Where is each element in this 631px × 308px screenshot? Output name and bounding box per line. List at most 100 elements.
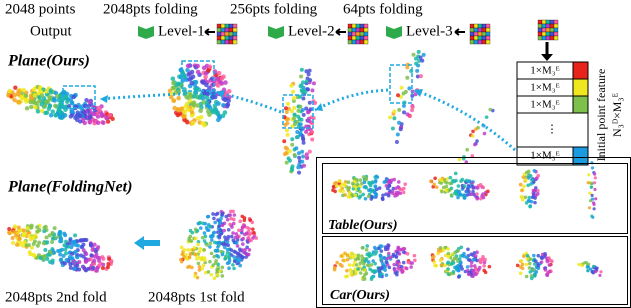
grid-cell	[221, 28, 225, 32]
point	[237, 229, 241, 233]
point	[245, 231, 249, 235]
point	[109, 260, 113, 264]
point	[215, 268, 219, 272]
point	[459, 254, 463, 258]
point	[297, 156, 301, 160]
point	[350, 252, 354, 256]
point	[454, 190, 458, 194]
point	[449, 182, 453, 186]
grid-cell	[538, 32, 542, 36]
point	[223, 257, 227, 261]
point	[297, 151, 301, 155]
point	[338, 189, 342, 193]
point	[449, 176, 453, 180]
point	[365, 244, 369, 248]
point	[251, 227, 255, 231]
point	[189, 229, 193, 233]
point	[191, 121, 196, 126]
point	[290, 109, 294, 113]
fold-label: 256pts folding	[230, 1, 318, 17]
point	[532, 254, 536, 258]
point	[11, 241, 15, 245]
point	[198, 250, 202, 254]
grid-cell	[538, 24, 542, 28]
point	[59, 257, 63, 261]
grid-cell	[478, 28, 482, 32]
point	[592, 207, 595, 210]
point	[220, 266, 224, 270]
point	[100, 114, 104, 118]
point	[374, 247, 378, 251]
point	[232, 222, 236, 226]
point	[478, 266, 482, 270]
point	[195, 103, 200, 108]
point	[299, 84, 303, 88]
point	[459, 261, 463, 265]
point	[442, 248, 446, 252]
grid-cell	[478, 32, 482, 36]
point	[291, 90, 295, 94]
point	[339, 263, 343, 267]
point	[231, 231, 235, 235]
point	[33, 105, 37, 109]
output-title: 2048 points	[5, 1, 76, 17]
point	[339, 184, 343, 188]
point	[392, 110, 396, 114]
point	[341, 259, 345, 263]
point	[217, 71, 222, 76]
point	[356, 267, 360, 271]
feature-row: 1×M₃ᴱ	[530, 150, 559, 162]
point	[227, 255, 231, 259]
grid-cell	[233, 32, 237, 36]
point	[42, 241, 46, 245]
point	[407, 86, 411, 90]
point	[350, 271, 354, 275]
point	[299, 74, 303, 78]
point	[525, 171, 529, 175]
point	[364, 197, 368, 201]
point	[386, 187, 390, 191]
point	[466, 187, 470, 191]
point	[307, 117, 311, 121]
point	[8, 89, 12, 93]
point	[332, 185, 336, 189]
point	[171, 86, 176, 91]
point	[488, 108, 492, 112]
point	[405, 65, 409, 69]
point	[230, 235, 234, 239]
point	[345, 269, 349, 273]
point	[227, 266, 231, 270]
point	[285, 128, 289, 132]
point	[302, 141, 306, 145]
point	[198, 268, 202, 272]
point	[292, 106, 296, 110]
point	[290, 143, 294, 147]
point	[592, 265, 595, 268]
point	[198, 265, 202, 269]
point	[449, 272, 453, 276]
point	[213, 276, 217, 280]
point	[410, 261, 414, 265]
point	[71, 94, 75, 98]
point	[310, 88, 314, 92]
point	[454, 172, 458, 176]
point	[42, 226, 46, 230]
point	[400, 248, 404, 252]
grid-cell	[474, 28, 478, 32]
point	[367, 188, 371, 192]
point	[43, 248, 47, 252]
point	[301, 154, 305, 158]
point	[203, 222, 207, 226]
point	[216, 118, 221, 123]
point	[411, 105, 415, 109]
point	[188, 91, 193, 96]
point	[531, 268, 535, 272]
point	[393, 268, 397, 272]
point	[533, 169, 537, 173]
point	[341, 194, 345, 198]
point	[378, 274, 382, 278]
point	[447, 260, 451, 264]
point	[35, 225, 39, 229]
point	[366, 263, 370, 267]
point	[217, 241, 221, 245]
